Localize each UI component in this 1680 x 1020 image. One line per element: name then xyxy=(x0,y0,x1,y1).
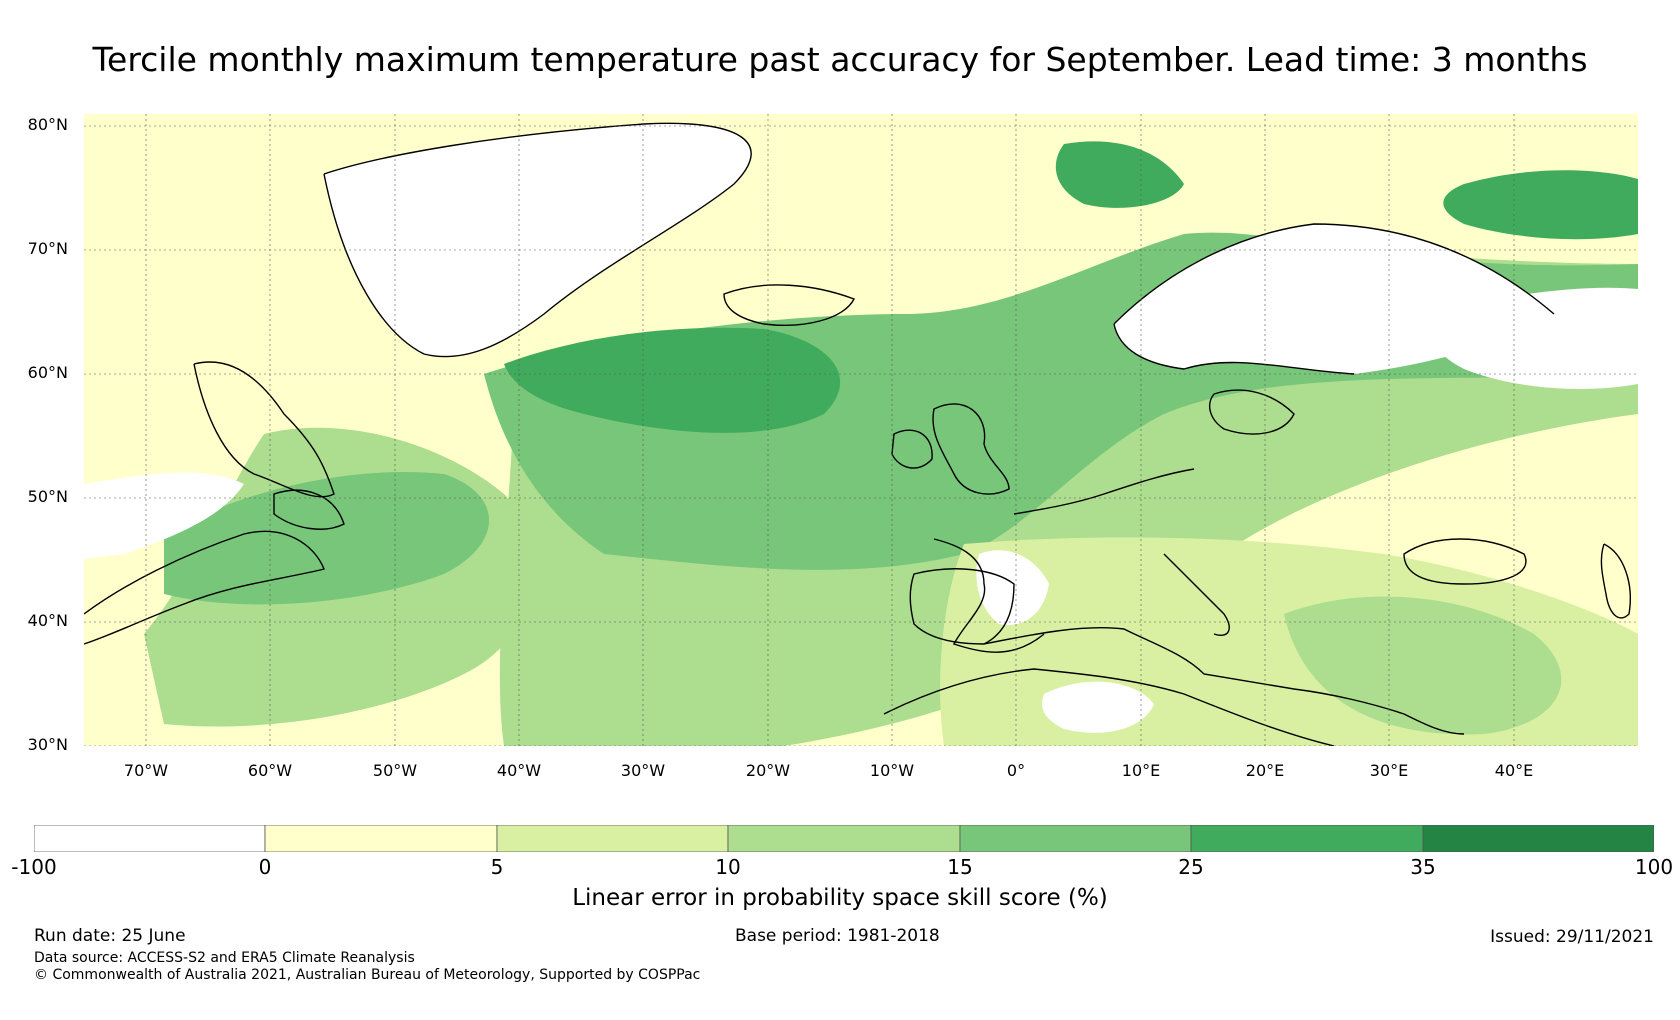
colorbar xyxy=(34,825,1654,852)
colorbar-tick-15: 15 xyxy=(947,855,973,879)
lon-label-10w: 10°W xyxy=(869,761,915,780)
coastline-north-africa xyxy=(883,668,1335,746)
skill-zone-kara-25-35 xyxy=(1443,170,1638,240)
lon-label-0: 0° xyxy=(1006,761,1026,780)
lon-label-20w: 20°W xyxy=(745,761,791,780)
coastline-mediterranean xyxy=(983,626,1465,735)
lon-label-30e: 30°E xyxy=(1369,761,1409,780)
lon-label-30w: 30°W xyxy=(620,761,666,780)
coastline-newfoundland xyxy=(273,489,345,530)
lat-label-30n: 30°N xyxy=(27,735,68,754)
lat-label-70n: 70°N xyxy=(27,239,68,258)
coastline-greenland xyxy=(323,122,752,358)
lat-label-80n: 80°N xyxy=(27,115,68,134)
coastline-british-isles xyxy=(932,403,1010,495)
no-skill-greenland xyxy=(324,123,752,357)
colorbar-segment-10-15 xyxy=(727,825,961,852)
skill-zone-barents-25-35 xyxy=(1055,141,1184,208)
coastline-baltic xyxy=(1208,389,1295,435)
colorbar-tick-0: 0 xyxy=(258,855,272,879)
issued-date: Issued: 29/11/2021 xyxy=(1490,927,1654,947)
colorbar-segment-0-5 xyxy=(264,825,498,852)
coastline-italy xyxy=(1163,553,1230,636)
no-skill-spain xyxy=(976,550,1049,625)
no-skill-russia xyxy=(1430,287,1638,389)
coastline-nova-scotia xyxy=(84,530,325,645)
coastline-europe-west xyxy=(933,468,1195,653)
coastline-labrador xyxy=(193,361,335,498)
colorbar-segment-5-10 xyxy=(496,825,729,852)
lon-label-40w: 40°W xyxy=(496,761,542,780)
lat-label-50n: 50°N xyxy=(27,487,68,506)
colorbar-tick-25: 25 xyxy=(1178,855,1204,879)
colorbar-tick-neg100: -100 xyxy=(11,855,57,879)
base-period: Base period: 1981-2018 xyxy=(735,926,940,946)
run-date: Run date: 25 June xyxy=(34,926,186,946)
lat-label-60n: 60°N xyxy=(27,363,68,382)
data-source: Data source: ACCESS-S2 and ERA5 Climate … xyxy=(34,950,415,966)
map-canvas xyxy=(84,114,1638,746)
no-skill-canada xyxy=(84,472,244,559)
skill-map xyxy=(84,114,1638,746)
colorbar-label: Linear error in probability space skill … xyxy=(572,885,1108,911)
lon-label-50w: 50°W xyxy=(372,761,418,780)
colorbar-tick-10: 10 xyxy=(715,855,741,879)
colorbar-segment-15-25 xyxy=(959,825,1192,852)
coastline-ireland xyxy=(891,429,933,469)
coastline-scandinavia xyxy=(1113,223,1555,375)
lon-label-60w: 60°W xyxy=(247,761,293,780)
skill-zone-irminger-25-35 xyxy=(504,327,841,433)
coastline-iceland xyxy=(723,284,855,326)
colorbar-segment-neg100-0 xyxy=(34,825,266,852)
lon-label-70w: 70°W xyxy=(123,761,169,780)
colorbar-tick-5: 5 xyxy=(490,855,504,879)
gridlines xyxy=(84,114,1638,746)
map-title: Tercile monthly maximum temperature past… xyxy=(92,40,1588,79)
lon-label-40e: 40°E xyxy=(1494,761,1534,780)
skill-field xyxy=(84,123,1638,746)
lon-label-20e: 20°E xyxy=(1245,761,1285,780)
skill-zone-labrador-15-25 xyxy=(164,472,489,605)
colorbar-segment-25-35 xyxy=(1190,825,1424,852)
no-skill-sahara xyxy=(1042,681,1154,733)
coastline-iberia xyxy=(909,568,1015,645)
copyright-notice: © Commonwealth of Australia 2021, Austra… xyxy=(34,967,701,983)
coastlines xyxy=(84,122,1631,746)
colorbar-tick-100: 100 xyxy=(1634,855,1674,879)
colorbar-tick-35: 35 xyxy=(1410,855,1436,879)
colorbar-segment-35-100 xyxy=(1422,825,1654,852)
coastline-black-sea xyxy=(1403,538,1527,585)
coastline-caspian xyxy=(1600,543,1631,619)
lon-label-10e: 10°E xyxy=(1121,761,1161,780)
lat-label-40n: 40°N xyxy=(27,611,68,630)
